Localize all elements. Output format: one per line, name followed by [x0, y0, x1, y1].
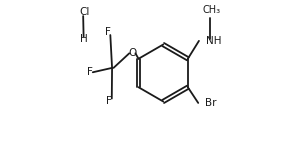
Text: Cl: Cl — [80, 7, 90, 17]
Text: F: F — [105, 27, 111, 37]
Text: Br: Br — [205, 98, 216, 108]
Text: H: H — [80, 34, 88, 44]
Text: O: O — [128, 48, 137, 58]
Text: F: F — [106, 97, 112, 106]
Text: NH: NH — [206, 36, 221, 46]
Text: CH₃: CH₃ — [202, 5, 220, 15]
Text: F: F — [87, 67, 93, 77]
